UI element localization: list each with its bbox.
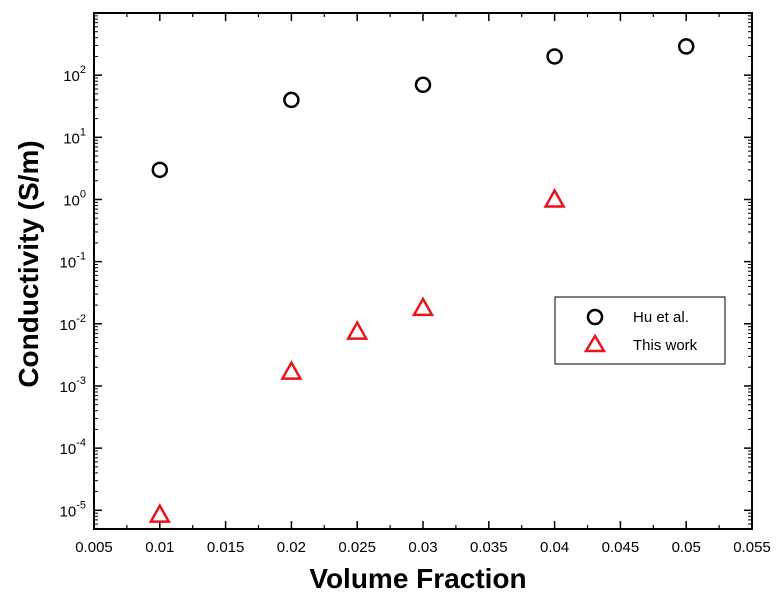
marker-hu-et-al [677, 38, 695, 55]
marker-hu-et-al [546, 48, 563, 65]
y-tick-exponent: -5 [76, 499, 86, 511]
y-tick-exponent: 0 [80, 188, 86, 200]
x-tick-label: 0.02 [277, 539, 306, 556]
y-tick-label: 102 [63, 64, 86, 85]
y-tick-label: 10-4 [60, 437, 86, 458]
y-tick-base: 10 [63, 192, 80, 209]
data-markers [148, 38, 695, 523]
y-tick-label: 10-2 [60, 313, 86, 334]
marker-hu-et-al [151, 161, 169, 179]
y-axis-title: Conductivity (S/m) [13, 140, 44, 387]
y-tick-label: 10-3 [60, 375, 86, 396]
marker-this-work [280, 360, 303, 380]
marker-this-work [148, 503, 171, 523]
y-tick-label: 101 [63, 126, 86, 147]
x-tick-label: 0.025 [338, 539, 376, 556]
x-tick-label: 0.04 [540, 539, 569, 556]
plot-frame [93, 12, 753, 530]
x-tick-label: 0.035 [470, 539, 508, 556]
y-tick-base: 10 [63, 130, 80, 147]
marker-hu-et-al [283, 91, 300, 109]
x-tick-labels: 0.005 0.01 0.015 0.02 0.025 0.03 0.035 0.04 0.04… [75, 539, 771, 556]
marker-this-work [346, 320, 369, 340]
y-tick-exponent: -4 [76, 437, 86, 449]
y-tick-base: 10 [60, 317, 77, 334]
x-tick-label: 0.03 [408, 539, 437, 556]
legend-marker-triangle [583, 333, 607, 353]
y-tick-base: 10 [60, 503, 77, 520]
y-tick-base: 10 [63, 68, 80, 85]
x-axis-title: Volume Fraction [309, 563, 526, 594]
y-tick-base: 10 [60, 379, 77, 396]
legend-label-this-work: This work [633, 337, 698, 354]
y-tick-exponent: 2 [80, 64, 86, 76]
y-tick-base: 10 [60, 441, 77, 458]
y-tick-exponent: 1 [80, 126, 86, 138]
legend-marker-circle [586, 308, 604, 326]
y-tick-exponent: -2 [76, 313, 86, 325]
x-tick-label: 0.015 [207, 539, 245, 556]
axis-ticks [93, 13, 753, 529]
marker-this-work [411, 296, 435, 317]
marker-this-work [543, 187, 566, 208]
y-tick-base: 10 [60, 255, 77, 272]
marker-hu-et-al [414, 76, 432, 94]
y-tick-label: 100 [63, 188, 86, 209]
x-tick-label: 0.05 [672, 539, 701, 556]
x-tick-label: 0.01 [145, 539, 174, 556]
legend-label-hu: Hu et al. [633, 309, 689, 326]
legend: Hu et al. This work [554, 296, 726, 365]
y-tick-label: 10-5 [60, 499, 86, 520]
y-tick-exponent: -3 [76, 375, 86, 387]
x-tick-label: 0.055 [733, 539, 771, 556]
legend-box [554, 296, 726, 365]
y-tick-exponent: -1 [76, 251, 86, 263]
x-tick-label: 0.005 [75, 539, 113, 556]
x-tick-label: 0.045 [602, 539, 640, 556]
y-tick-label: 10-1 [60, 251, 86, 272]
